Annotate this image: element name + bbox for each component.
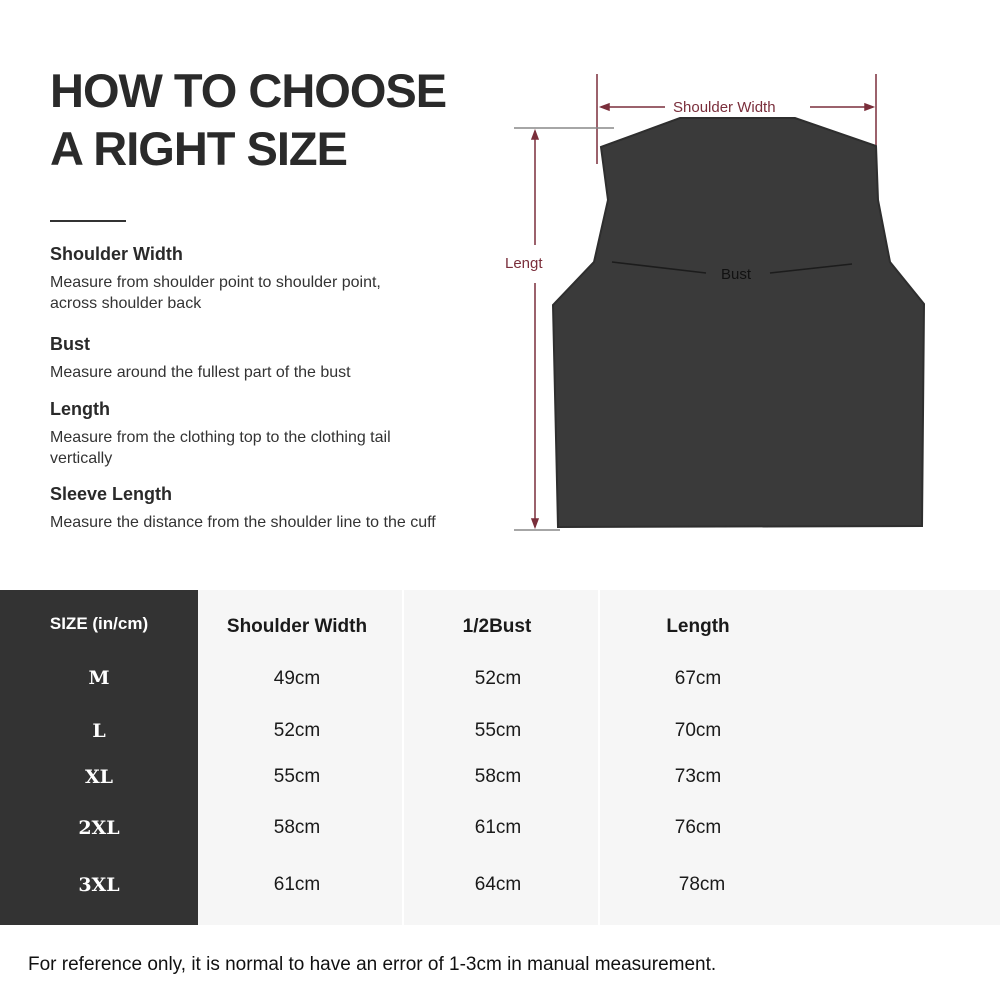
arrow-head-icon	[530, 128, 540, 140]
guide-desc-line: across shoulder back	[50, 295, 202, 312]
guide-desc-length: Measure from the clothing top to the clo…	[50, 427, 391, 469]
size-cell: 2XL	[78, 817, 120, 839]
title-line-1: HOW TO CHOOSE	[50, 64, 447, 117]
guide-heading-bust: Bust	[50, 334, 90, 354]
guide-desc-sleeve: Measure the distance from the shoulder l…	[50, 512, 436, 533]
size-cell: 3XL	[78, 874, 120, 896]
bust-cell: 64cm	[474, 874, 522, 895]
guide-desc-line: Measure around the fullest part of the b…	[50, 364, 351, 381]
bust-label: Bust	[721, 266, 752, 283]
header-length: Length	[666, 616, 730, 637]
footer-note: For reference only, it is normal to have…	[28, 954, 717, 975]
header-half-bust: 1/2Bust	[462, 616, 532, 637]
size-cell: XL	[84, 766, 114, 788]
size-cell: L	[92, 720, 106, 742]
length-cell: 70cm	[674, 720, 722, 741]
guide-desc-line: Measure from the clothing top to the clo…	[50, 429, 391, 446]
guide-desc-line: Measure the distance from the shoulder l…	[50, 514, 436, 531]
bust-cell: 55cm	[474, 720, 522, 741]
guide-desc-line: vertically	[50, 450, 113, 467]
length-cell: 73cm	[674, 766, 722, 787]
shoulder-cell: 55cm	[273, 766, 321, 787]
size-column	[0, 590, 198, 925]
shoulder-cell: 58cm	[273, 817, 321, 838]
length-cell: 78cm	[678, 874, 726, 895]
arrow-head-icon	[530, 518, 540, 530]
arrow-head-icon	[598, 102, 610, 112]
shoulder-cell: 61cm	[273, 874, 321, 895]
guide-desc-shoulder: Measure from shoulder point to shoulder …	[50, 272, 381, 314]
guide-desc-bust: Measure around the fullest part of the b…	[50, 362, 351, 383]
shoulder-width-label: Shoulder Width	[673, 99, 776, 116]
bust-cell: 58cm	[474, 766, 522, 787]
title-line-2: A RIGHT SIZE	[50, 122, 348, 175]
bust-cell: 61cm	[474, 817, 522, 838]
bust-seam	[611, 261, 853, 274]
header-size: SIZE (in/cm)	[49, 614, 149, 633]
shoulder-cell: 49cm	[273, 668, 321, 689]
length-cell: 76cm	[674, 817, 722, 838]
shoulder-cell: 52cm	[273, 720, 321, 741]
length-cell: 67cm	[674, 668, 722, 689]
arrow-head-icon	[864, 102, 876, 112]
column-divider	[402, 590, 404, 925]
column-divider	[598, 590, 600, 925]
bust-cell: 52cm	[474, 668, 522, 689]
vest-garment	[551, 117, 926, 529]
guide-heading-length: Length	[50, 399, 110, 419]
header-shoulder-width: Shoulder Width	[226, 616, 368, 637]
length-label: Lengt	[505, 255, 543, 272]
title-divider	[50, 220, 126, 222]
guide-heading-shoulder: Shoulder Width	[50, 244, 183, 264]
guide-desc-line: Measure from shoulder point to shoulder …	[50, 274, 381, 291]
size-cell: M	[88, 667, 110, 689]
vest-diagram	[514, 74, 926, 531]
guide-heading-sleeve: Sleeve Length	[50, 484, 173, 504]
page-title: HOW TO CHOOSE A RIGHT SIZE	[50, 62, 447, 178]
